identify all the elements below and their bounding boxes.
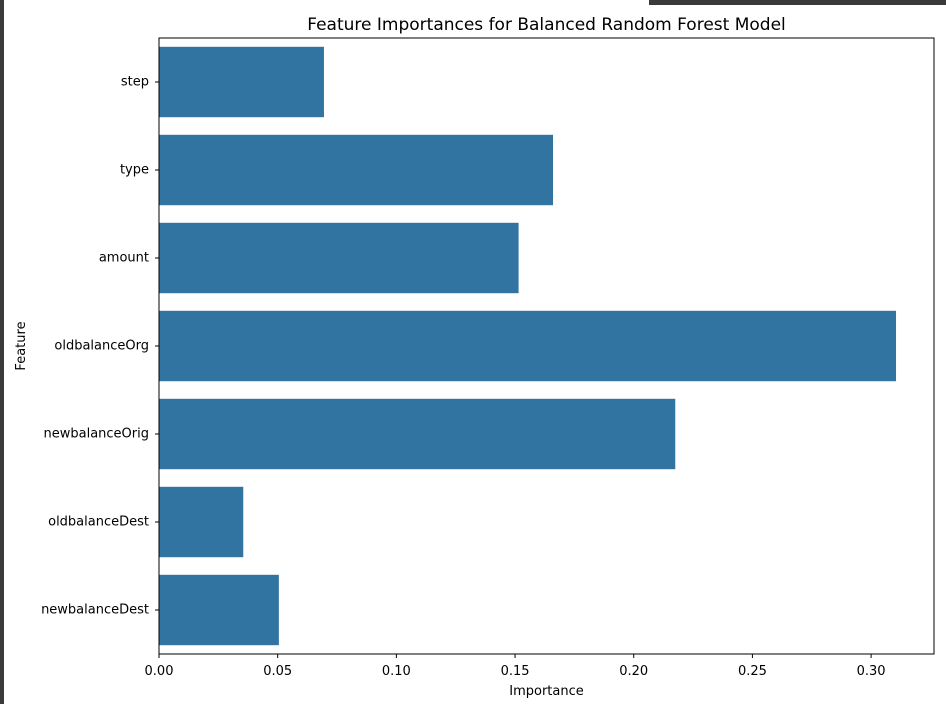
bar-step <box>159 46 324 118</box>
y-tick-label-step: step <box>121 75 149 90</box>
window-left-border <box>0 0 4 704</box>
y-axis-label: Feature <box>14 321 29 370</box>
y-tick-label-oldbalanceOrg: oldbalanceOrg <box>54 339 149 354</box>
y-tick-label-newbalanceOrig: newbalanceOrig <box>44 427 150 442</box>
x-tick-label-2: 0.10 <box>382 664 411 679</box>
bar-newbalanceDest <box>159 574 279 646</box>
y-tick-label-type: type <box>120 163 149 178</box>
x-tick-label-1: 0.05 <box>263 664 292 679</box>
x-tick-label-4: 0.20 <box>619 664 648 679</box>
x-tick-label-5: 0.25 <box>738 664 767 679</box>
bar-amount <box>159 222 519 294</box>
bar-newbalanceOrig <box>159 398 676 470</box>
window-top-border <box>649 0 946 5</box>
bar-oldbalanceDest <box>159 486 244 558</box>
x-tick-label-3: 0.15 <box>501 664 530 679</box>
bars-group <box>159 46 897 646</box>
x-tick-label-0: 0.00 <box>145 664 174 679</box>
x-axis-label: Importance <box>509 684 584 699</box>
x-tick-label-6: 0.30 <box>857 664 886 679</box>
chart-title: Feature Importances for Balanced Random … <box>307 15 786 35</box>
x-axis-ticks: 0.00 0.05 0.10 0.15 0.20 0.25 0.30 <box>145 654 886 679</box>
y-tick-label-amount: amount <box>99 251 149 266</box>
plot-area-frame <box>158 37 935 655</box>
bar-type <box>159 134 554 206</box>
y-axis-ticks: step type amount oldbalanceOrg newbalanceOri… <box>41 75 159 618</box>
bar-oldbalanceOrg <box>159 310 897 382</box>
y-tick-label-oldbalanceDest: oldbalanceDest <box>48 515 149 530</box>
y-tick-label-newbalanceDest: newbalanceDest <box>41 603 149 618</box>
